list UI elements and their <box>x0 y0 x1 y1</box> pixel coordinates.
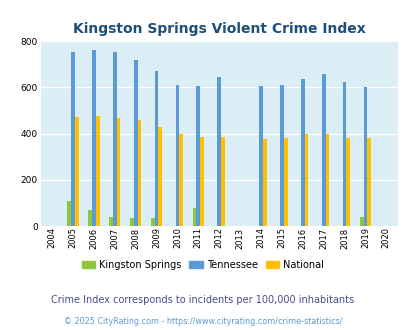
Bar <box>304 134 308 226</box>
Text: © 2025 CityRating.com - https://www.cityrating.com/crime-statistics/: © 2025 CityRating.com - https://www.city… <box>64 316 341 326</box>
Bar <box>221 137 224 226</box>
Bar <box>342 82 345 226</box>
Bar <box>75 117 79 226</box>
Text: Crime Index corresponds to incidents per 100,000 inhabitants: Crime Index corresponds to incidents per… <box>51 295 354 305</box>
Bar <box>363 87 367 226</box>
Bar <box>367 138 370 226</box>
Bar <box>200 137 203 226</box>
Bar <box>279 85 283 226</box>
Bar <box>217 77 221 226</box>
Bar <box>96 116 99 226</box>
Bar <box>134 60 137 226</box>
Bar <box>325 134 328 226</box>
Bar <box>130 218 134 226</box>
Bar <box>359 217 363 226</box>
Bar <box>179 134 183 226</box>
Bar <box>258 85 262 226</box>
Bar <box>67 201 71 226</box>
Bar <box>300 80 304 226</box>
Title: Kingston Springs Violent Crime Index: Kingston Springs Violent Crime Index <box>72 22 365 36</box>
Bar <box>113 52 116 226</box>
Bar <box>154 71 158 226</box>
Bar <box>71 51 75 226</box>
Legend: Kingston Springs, Tennessee, National: Kingston Springs, Tennessee, National <box>78 256 327 274</box>
Bar <box>192 208 196 226</box>
Bar <box>92 50 96 226</box>
Bar <box>137 120 141 226</box>
Bar <box>151 218 154 226</box>
Bar <box>262 139 266 226</box>
Bar <box>109 217 113 226</box>
Bar <box>158 127 162 226</box>
Bar <box>88 210 92 226</box>
Bar <box>321 74 325 226</box>
Bar <box>175 85 179 226</box>
Bar <box>116 118 120 226</box>
Bar <box>283 138 287 226</box>
Bar <box>345 138 350 226</box>
Bar <box>196 85 200 226</box>
